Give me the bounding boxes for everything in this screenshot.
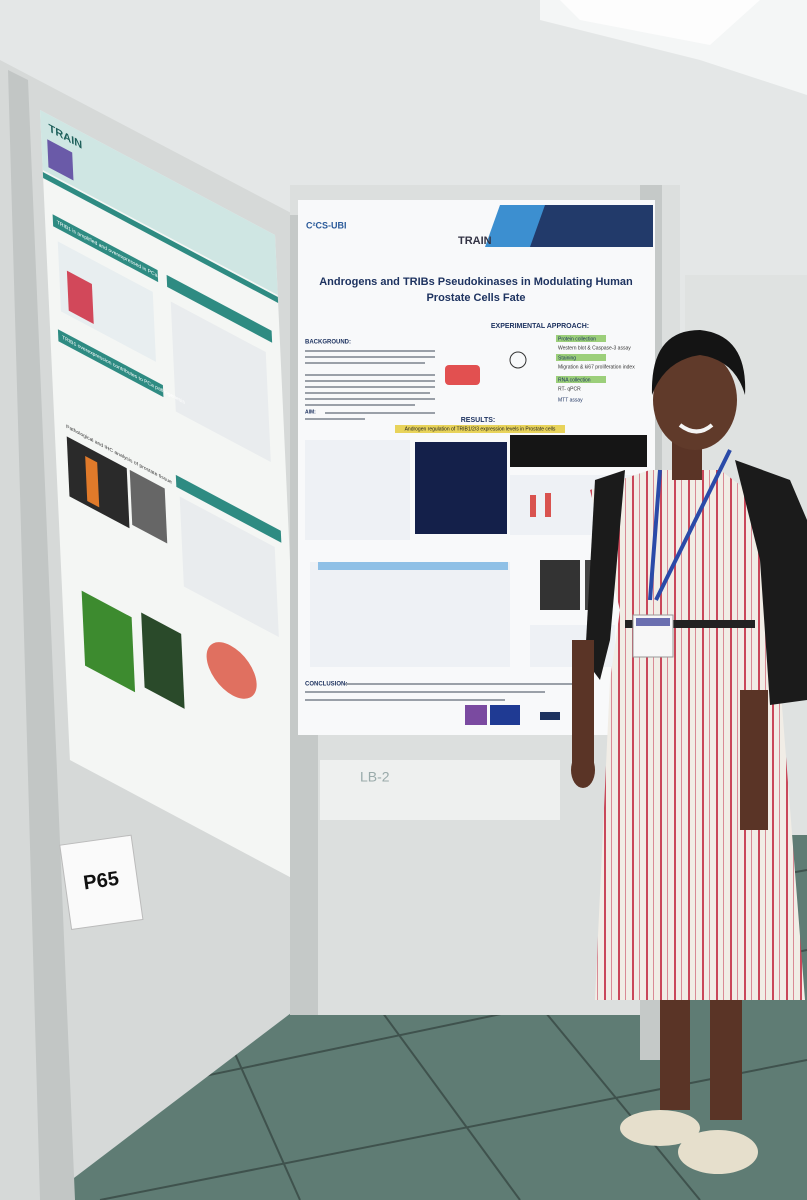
arm [740,690,768,830]
logo: TRAIN [458,235,492,247]
heatmap [81,590,136,693]
step-label: Staining [558,355,576,361]
blot [540,560,580,610]
section-heading: CONCLUSION: [305,682,347,688]
smile [678,423,714,434]
step-detail: Migration & ki67 proliferation index [558,364,635,370]
sign-area [320,760,560,820]
logo: C²CS-UBI [306,220,347,230]
figure [170,301,271,463]
poster-title: Prostate Cells Fate [426,292,525,304]
arm [572,640,594,770]
figure [310,562,510,667]
face [653,350,737,450]
cardigan-sleeve [735,460,807,705]
section-heading: EXPERIMENTAL APPROACH: [491,323,589,330]
poster-header [40,110,278,296]
logo-block [540,712,560,720]
section-bar [57,329,164,398]
leg [710,990,742,1120]
poster-title: Androgens and TRIBs Pseudokinases in Mod… [319,276,633,288]
heatmap [141,612,185,709]
section-heading: RESULTS: [461,417,495,424]
skylight-glass [560,0,760,45]
cell-flask [445,365,480,385]
person [571,330,807,1174]
left-poster: TRAIN TRIB1 is amplified and overexpress… [40,110,305,886]
floor-sign: LB-2 [360,769,390,785]
section-bar [166,274,273,343]
section-bar [52,214,159,283]
figure-bars [85,455,100,508]
section-heading: AIM: [305,409,316,415]
board-label: P65 [82,868,120,895]
results-banner: Androgen regulation of TRIB1/2/3 express… [405,426,556,432]
figure [57,241,156,362]
card [59,834,144,930]
logo-block [47,139,74,181]
divider [42,172,279,304]
results-banner-bg [395,425,565,433]
step-label-bg [556,335,606,342]
board-frame [8,70,75,1200]
header-accent [485,205,545,247]
eu-flag [490,705,520,725]
figure-bars [66,270,94,324]
step-detail: RT- qPCR [558,386,581,392]
microscopy-grid [415,442,507,534]
microscopy-strip [510,435,647,467]
figure [179,496,279,638]
figure [129,469,168,544]
label-card: P65 [59,834,144,930]
body-text [305,683,585,701]
lanyard [648,449,732,601]
dress [590,470,805,1000]
cardigan-sleeve [585,470,625,680]
figure [305,440,410,540]
step-label: RNA collection [558,377,591,383]
timer-icon [509,351,527,369]
hair [651,330,746,395]
diagram [206,642,257,699]
shoe [678,1130,758,1174]
section-heading: BACKGROUND: [305,340,351,346]
step-detail: Western blot & Caspase-3 assay [558,345,631,351]
belt [625,620,755,628]
step-label-bg [556,354,606,361]
section-bar [175,474,282,543]
step-label-bg [556,376,606,383]
step-label: MTT assay [558,397,583,403]
figure-banner [318,562,508,570]
leg [660,990,690,1110]
badge-header [636,618,670,626]
shoe [620,1110,700,1146]
body-text [305,350,435,420]
logo-block [465,705,487,725]
step-label: Protein collection [558,336,596,342]
